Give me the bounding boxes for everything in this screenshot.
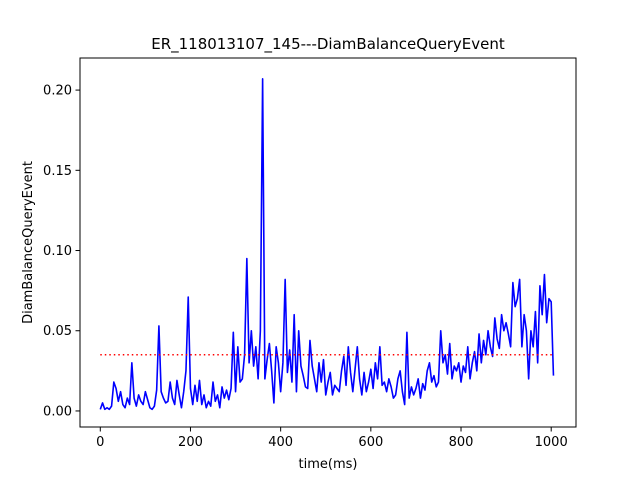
x-axis-label: time(ms) xyxy=(299,457,358,472)
x-tick-label: 400 xyxy=(268,435,293,450)
y-axis: 0.00 0.05 0.10 0.15 0.20 xyxy=(43,84,80,419)
y-axis-label: DiamBalanceQueryEvent xyxy=(21,161,36,324)
x-axis: 0 200 400 600 800 1000 xyxy=(96,427,568,450)
plot-area xyxy=(99,78,555,411)
x-tick-label: 1000 xyxy=(535,435,568,450)
y-tick-label: 0.05 xyxy=(43,324,72,339)
x-tick-label: 800 xyxy=(449,435,474,450)
x-tick-label: 0 xyxy=(96,435,104,450)
y-tick-label: 0.00 xyxy=(43,404,72,419)
x-tick-label: 200 xyxy=(178,435,203,450)
y-tick-label: 0.20 xyxy=(43,84,72,99)
chart-title: ER_118013107_145---DiamBalanceQueryEvent xyxy=(151,35,505,54)
y-tick-label: 0.15 xyxy=(43,164,72,179)
plot-frame xyxy=(79,57,577,428)
x-tick-label: 600 xyxy=(358,435,383,450)
y-tick-label: 0.10 xyxy=(43,244,72,259)
series-line xyxy=(99,78,555,411)
